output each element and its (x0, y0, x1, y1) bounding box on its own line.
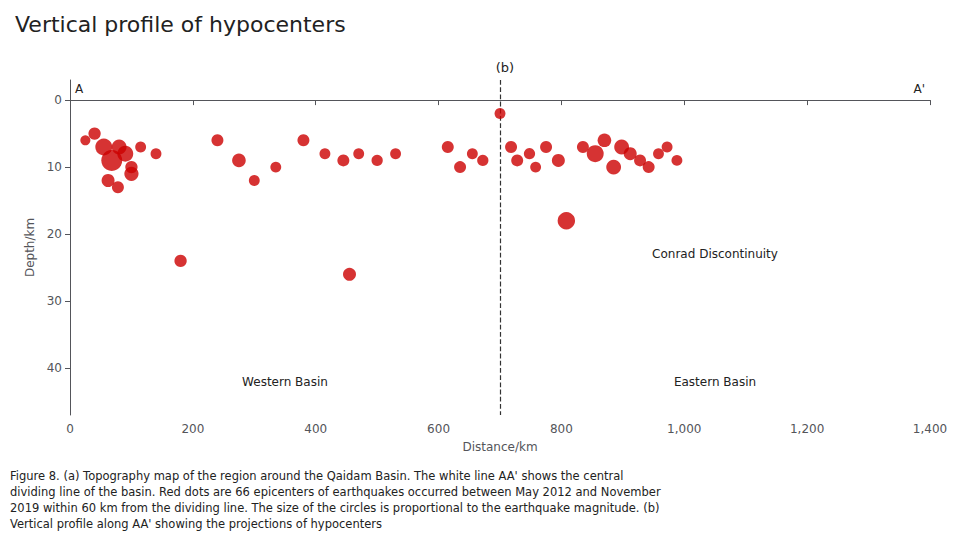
svg-text:Eastern Basin: Eastern Basin (674, 375, 756, 389)
svg-text:Depth/km: Depth/km (23, 218, 37, 277)
svg-text:0: 0 (54, 93, 62, 107)
svg-text:Conrad Discontinuity: Conrad Discontinuity (652, 247, 778, 261)
svg-text:2019 within 60 km from the div: 2019 within 60 km from the dividing line… (10, 501, 659, 515)
svg-text:dividing line of the basin. Re: dividing line of the basin. Red dots are… (10, 485, 661, 499)
svg-text:A: A (75, 82, 84, 96)
svg-text:400: 400 (304, 422, 327, 436)
svg-text:10: 10 (47, 160, 62, 174)
svg-text:A': A' (913, 82, 925, 96)
svg-text:40: 40 (47, 361, 62, 375)
svg-text:Distance/km: Distance/km (462, 440, 537, 454)
svg-text:30: 30 (47, 294, 62, 308)
svg-text:200: 200 (181, 422, 204, 436)
svg-text:20: 20 (47, 227, 62, 241)
svg-text:1,400: 1,400 (913, 422, 947, 436)
svg-text:Vertical profile along AA' sho: Vertical profile along AA' showing the p… (10, 517, 382, 531)
svg-text:1,200: 1,200 (790, 422, 824, 436)
svg-text:(b): (b) (496, 60, 514, 75)
svg-text:600: 600 (427, 422, 450, 436)
svg-text:800: 800 (550, 422, 573, 436)
svg-text:1,000: 1,000 (667, 422, 701, 436)
svg-text:0: 0 (66, 422, 74, 436)
svg-text:Western Basin: Western Basin (242, 375, 328, 389)
svg-text:Figure 8. (a) Topography map o: Figure 8. (a) Topography map of the regi… (10, 469, 624, 483)
svg-text:Vertical profile of hypocenter: Vertical profile of hypocenters (15, 12, 346, 37)
